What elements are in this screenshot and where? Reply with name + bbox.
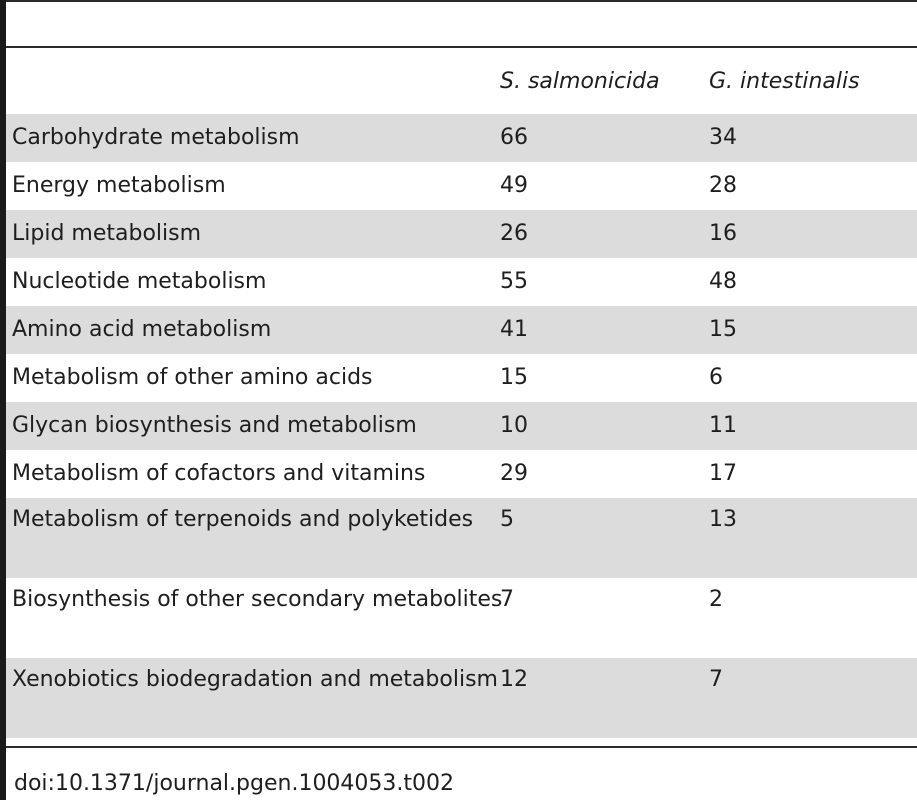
category-cell: Lipid metabolism	[12, 221, 202, 246]
table-row: Amino acid metabolism 41 15	[6, 306, 917, 354]
g-intestinalis-count: 16	[709, 221, 737, 246]
s-salmonicida-count: 55	[500, 269, 528, 294]
g-intestinalis-count: 17	[709, 461, 737, 486]
category-cell: Energy metabolism	[12, 173, 226, 198]
category-cell: Glycan biosynthesis and metabolism	[12, 413, 417, 438]
s-salmonicida-count: 12	[500, 667, 528, 692]
s-salmonicida-count: 26	[500, 221, 528, 246]
category-cell: Carbohydrate metabolism	[12, 125, 300, 150]
table-row: Glycan biosynthesis and metabolism 10 11	[6, 402, 917, 450]
g-intestinalis-count: 11	[709, 413, 737, 438]
table-row: Energy metabolism 49 28	[6, 162, 917, 210]
table-row: Biosynthesis of other secondary metaboli…	[6, 578, 917, 658]
category-cell: Biosynthesis of other secondary metaboli…	[12, 587, 503, 612]
header-rule	[6, 46, 917, 48]
header-g-intestinalis: G. intestinalis	[709, 69, 860, 94]
g-intestinalis-count: 48	[709, 269, 737, 294]
metabolism-table: S. salmonicida G. intestinalis Carbohydr…	[6, 58, 917, 738]
category-cell: Amino acid metabolism	[12, 317, 272, 342]
g-intestinalis-count: 6	[709, 365, 723, 390]
table-row: Xenobiotics biodegradation and metabolis…	[6, 658, 917, 738]
category-cell: Nucleotide metabolism	[12, 269, 267, 294]
g-intestinalis-count: 28	[709, 173, 737, 198]
table-row: Nucleotide metabolism 55 48	[6, 258, 917, 306]
left-edge-bar	[0, 0, 6, 800]
s-salmonicida-count: 15	[500, 365, 528, 390]
g-intestinalis-count: 34	[709, 125, 737, 150]
s-salmonicida-count: 29	[500, 461, 528, 486]
s-salmonicida-count: 7	[500, 587, 514, 612]
table-row: Lipid metabolism 26 16	[6, 210, 917, 258]
s-salmonicida-count: 49	[500, 173, 528, 198]
top-rule	[6, 0, 917, 2]
table-row: Metabolism of terpenoids and polyketides…	[6, 498, 917, 578]
header-s-salmonicida: S. salmonicida	[500, 69, 660, 94]
doi-caption: doi:10.1371/journal.pgen.1004053.t002	[14, 771, 455, 796]
s-salmonicida-count: 5	[500, 507, 514, 532]
g-intestinalis-count: 13	[709, 507, 737, 532]
category-cell: Xenobiotics biodegradation and metabolis…	[12, 667, 498, 692]
category-cell: Metabolism of other amino acids	[12, 365, 373, 390]
s-salmonicida-count: 41	[500, 317, 528, 342]
table-row: Carbohydrate metabolism 66 34	[6, 114, 917, 162]
header-category	[6, 58, 500, 114]
table-row: Metabolism of other amino acids 15 6	[6, 354, 917, 402]
category-cell: Metabolism of cofactors and vitamins	[12, 461, 426, 486]
table-row: Metabolism of cofactors and vitamins 29 …	[6, 450, 917, 498]
g-intestinalis-count: 2	[709, 587, 723, 612]
table-header-row: S. salmonicida G. intestinalis	[6, 58, 917, 114]
g-intestinalis-count: 15	[709, 317, 737, 342]
g-intestinalis-count: 7	[709, 667, 723, 692]
s-salmonicida-count: 10	[500, 413, 528, 438]
bottom-rule	[6, 746, 917, 748]
category-cell: Metabolism of terpenoids and polyketides	[12, 507, 474, 532]
s-salmonicida-count: 66	[500, 125, 528, 150]
